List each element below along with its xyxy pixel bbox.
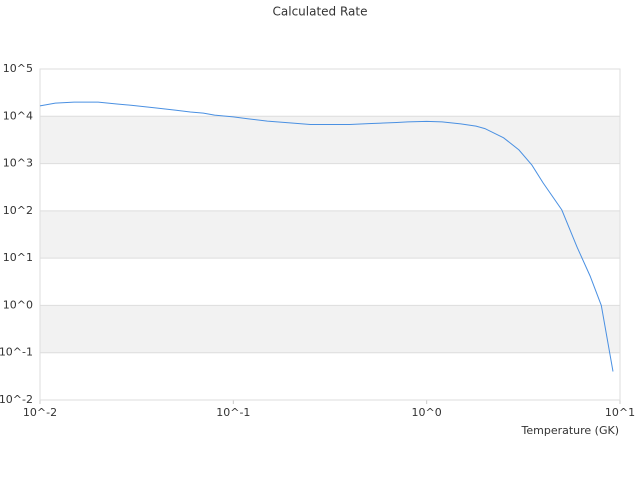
chart-title: Calculated Rate	[273, 5, 368, 19]
y-tick-label: 10^1	[3, 251, 33, 264]
y-tick-label: 10^0	[3, 298, 33, 311]
y-tick-label: 10^5	[3, 62, 33, 75]
x-tick-label: 10^1	[605, 406, 635, 419]
grid-band	[40, 305, 620, 353]
x-axis-label: Temperature (GK)	[521, 424, 620, 437]
plot-frame	[39, 68, 621, 401]
line-series	[39, 101, 614, 372]
y-tick-label: 10^3	[3, 157, 33, 170]
y-tick-label: 10^2	[3, 204, 33, 217]
y-tick-label: 10^4	[3, 109, 33, 122]
x-tick-label: 10^-2	[23, 406, 57, 419]
x-tick-label: 10^0	[412, 406, 442, 419]
grid-band	[40, 210, 620, 259]
x-tick-label: 10^-1	[216, 406, 250, 419]
y-tick-label: 10^-1	[0, 346, 33, 359]
grid-band	[40, 116, 620, 164]
y-tick-label: 10^-2	[0, 393, 33, 406]
